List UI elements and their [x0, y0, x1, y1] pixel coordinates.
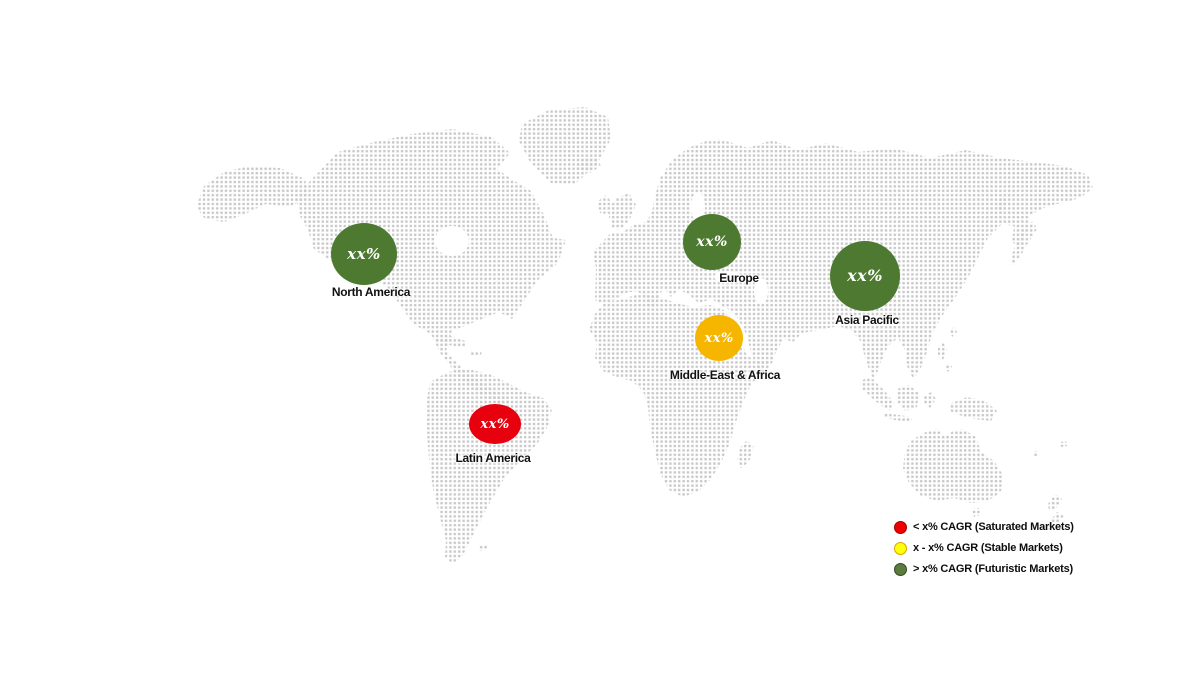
region-value-middle-east-africa: xx% — [704, 330, 734, 346]
legend-item-futuristic: > x% CAGR (Futuristic Markets) — [894, 562, 1074, 576]
island-new-guinea — [949, 397, 997, 421]
island-sulawesi — [923, 392, 936, 408]
island-great-britain — [608, 193, 636, 230]
region-bubble-middle-east-africa: xx% — [695, 315, 743, 361]
region-label-asia-pacific: Asia Pacific — [835, 313, 899, 327]
island-ireland — [597, 195, 613, 214]
island-sakhalin — [996, 196, 1007, 214]
legend-label-stable: x - x% CAGR (Stable Markets) — [913, 542, 1063, 554]
black-sea-cutout — [714, 271, 740, 283]
island-madagascar — [737, 440, 754, 468]
islands-philippines — [938, 342, 947, 360]
island-java — [883, 413, 912, 422]
region-bubble-asia-pacific: xx% — [830, 241, 900, 311]
region-value-north-america: xx% — [347, 244, 381, 263]
island-iceland — [576, 157, 601, 173]
islands-caribbean — [432, 336, 468, 348]
region-value-europe: xx% — [696, 234, 728, 250]
continent-greenland — [519, 107, 611, 184]
legend-item-stable: x - x% CAGR (Stable Markets) — [894, 541, 1074, 555]
legend-dot-futuristic-icon — [894, 562, 907, 576]
region-bubble-latin-america: xx% — [469, 404, 521, 444]
hudson-bay-cutout — [435, 226, 469, 256]
continent-south-america — [426, 369, 552, 564]
region-label-europe: Europe — [719, 271, 759, 285]
region-label-middle-east-africa: Middle-East & Africa — [669, 368, 781, 382]
caspian-sea-cutout — [754, 278, 768, 304]
region-bubble-europe: xx% — [683, 214, 741, 270]
islands-philippines-south — [944, 364, 952, 372]
legend-label-futuristic: > x% CAGR (Futuristic Markets) — [913, 563, 1073, 575]
legend-dot-saturated-icon — [894, 520, 907, 534]
island-borneo — [896, 385, 919, 411]
islands-pacific-east — [1060, 441, 1067, 447]
continent-australia — [903, 429, 1003, 503]
region-value-asia-pacific: xx% — [847, 266, 883, 285]
region-label-north-america: North America — [331, 285, 411, 299]
island-tasmania — [972, 508, 981, 517]
cagr-legend: < x% CAGR (Saturated Markets) x - x% CAG… — [894, 520, 1074, 583]
islands-falkland — [478, 545, 489, 551]
island-new-zealand-north — [1048, 494, 1062, 511]
island-sumatra — [860, 377, 895, 411]
region-bubble-north-america: xx% — [331, 223, 397, 285]
region-value-latin-america: xx% — [480, 416, 510, 432]
islands-caribbean-small — [470, 350, 482, 357]
islands-japan — [1010, 221, 1037, 265]
legend-item-saturated: < x% CAGR (Saturated Markets) — [894, 520, 1074, 534]
baltic-sea-cutout — [691, 192, 705, 222]
region-alaska — [196, 166, 309, 222]
region-label-latin-america: Latin America — [455, 451, 531, 465]
island-new-zealand-south — [1046, 512, 1064, 530]
legend-label-saturated: < x% CAGR (Saturated Markets) — [913, 521, 1074, 533]
legend-dot-stable-icon — [894, 541, 907, 555]
island-taiwan — [950, 326, 957, 337]
islands-pacific — [1032, 451, 1038, 457]
continent-north-america — [296, 129, 566, 405]
